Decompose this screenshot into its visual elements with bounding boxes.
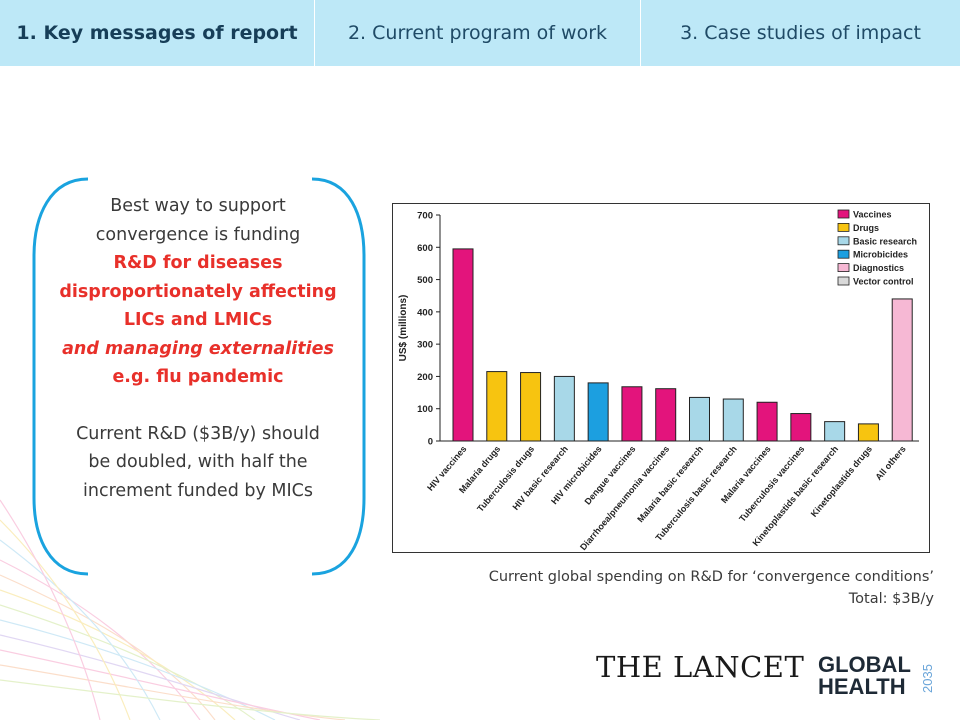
message-line: increment funded by MICs (83, 480, 313, 501)
rd-spending-chart: 0 100 200 300 400 500 600 700 US$ (millions) HIV … (392, 203, 930, 553)
message-line: be doubled, with half the (88, 452, 308, 472)
global-health-2035-logo: GLOBAL HEALTH 2035 (818, 654, 938, 700)
tab-key-messages[interactable]: 1. Key messages of report (16, 22, 298, 44)
message-line: Current R&D ($3B/y) should (76, 423, 320, 444)
bar (486, 371, 508, 442)
legend-entry: Vector control (853, 277, 914, 287)
y-tick-label: 0 (428, 437, 433, 448)
caption-total: Total: $3B/y (848, 591, 934, 607)
caption-line: Current global spending on R&D for ‘conv… (488, 569, 934, 585)
tab-bar: 1. Key messages of report 2. Current pro… (0, 0, 960, 66)
legend-entry: Microbicides (853, 250, 908, 260)
tab-current-program[interactable]: 2. Current program of work (314, 0, 640, 66)
bar (587, 382, 609, 442)
bar (756, 401, 778, 442)
bar (553, 375, 575, 442)
bar (689, 396, 710, 442)
y-tick-label: 100 (417, 404, 433, 415)
tab-case-studies[interactable]: 3. Case studies of impact (640, 0, 960, 66)
legend-entry: Vaccines (853, 210, 892, 220)
legend-swatch (837, 249, 850, 259)
chart-caption: Current global spending on R&D for ‘conv… (489, 566, 934, 610)
logo-word-health: HEALTH (818, 674, 906, 699)
legend-entry: Basic research (853, 236, 917, 246)
legend-entry: Drugs (853, 223, 879, 233)
logo-year: 2035 (920, 664, 935, 694)
x-tick-label: Malaria basic research (635, 444, 705, 524)
message-panel-frame (32, 177, 366, 576)
y-axis-label: US$ (millions) (398, 295, 409, 362)
key-message-text: Best way to support convergence is fundi… (48, 192, 348, 505)
bar (452, 248, 474, 442)
message-highlight: and managing externalities (62, 338, 334, 359)
bar (891, 298, 913, 442)
y-tick-label: 400 (417, 307, 433, 318)
legend-swatch (837, 209, 850, 219)
message-line: convergence is funding (95, 224, 301, 245)
message-line: Best way to support (110, 196, 286, 216)
bar (655, 388, 677, 442)
legend-swatch (837, 263, 850, 272)
legend-swatch (837, 236, 850, 246)
message-highlight: e.g. flu pandemic (112, 367, 284, 387)
legend-entry: Diagnostics (853, 263, 904, 273)
y-tick-label: 500 (417, 275, 433, 286)
legend-swatch (837, 276, 850, 286)
x-tick-label: Kinetoplastids drugs (809, 444, 874, 519)
bar (621, 386, 643, 442)
bar (520, 372, 542, 442)
bar (857, 423, 879, 442)
y-tick-label: 200 (417, 372, 433, 383)
message-highlight: LICs and LMICs (123, 310, 273, 330)
message-highlight: R&D for diseases (113, 253, 283, 273)
y-tick-label: 300 (417, 340, 433, 351)
y-tick-label: 600 (417, 243, 433, 254)
bar (722, 398, 744, 442)
x-tick-label: Tuberculosis vaccines (737, 444, 806, 524)
legend-swatch (837, 222, 850, 232)
x-tick-label: All others (873, 444, 907, 482)
bar (790, 413, 812, 442)
message-highlight: disproportionately affecting (59, 281, 337, 302)
lancet-logo: THE LANCET (596, 650, 805, 684)
bar (824, 421, 846, 442)
logo-word-global: GLOBAL (818, 652, 911, 677)
y-tick-label: 700 (417, 211, 433, 222)
x-tick-label: Tuberculosis drugs (475, 444, 536, 514)
